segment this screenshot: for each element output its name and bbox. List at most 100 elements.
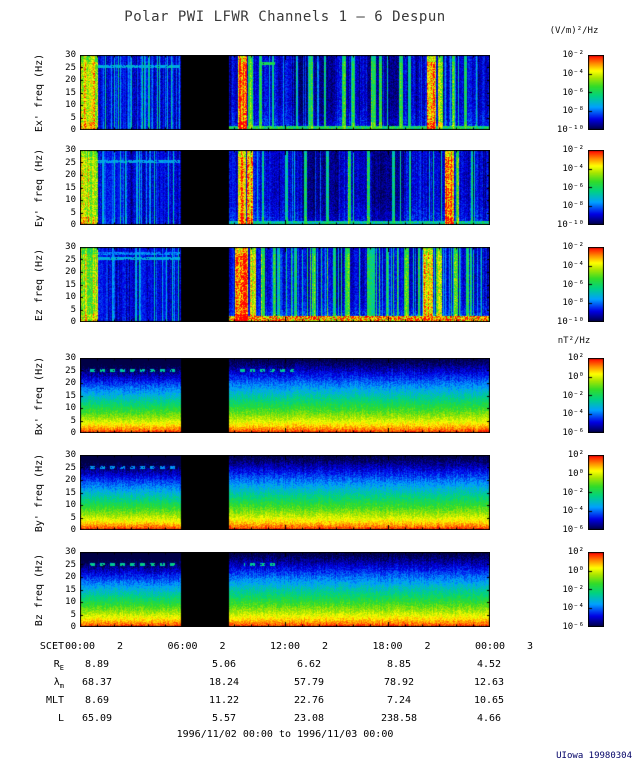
colorbar-tick-label: 10⁻²: [562, 242, 584, 252]
panel-ylabel-bz: Bz freq (Hz): [34, 553, 45, 626]
freq-tick-label: 30: [65, 50, 76, 60]
freq-tick-label: 20: [65, 170, 76, 180]
colorbar-tick-label: 10⁻⁴: [562, 163, 584, 174]
ephemeris-value: 4.52: [476, 659, 502, 670]
spectrogram-bx: [80, 358, 490, 433]
freq-tick-label: 30: [65, 242, 76, 252]
colorbar-tick-label: 10⁻²: [562, 584, 584, 595]
colorbar-tick-label: 10²: [567, 450, 584, 460]
freq-tick-label: 10: [65, 100, 76, 110]
freq-tick-label: 0: [70, 622, 76, 632]
ephemeris-label-main: R: [53, 659, 60, 670]
ephemeris-label-mlt: MLT: [26, 695, 64, 707]
spectrogram-ez: [80, 247, 490, 322]
freq-tick-label: 15: [65, 87, 76, 98]
freq-tick-label: 25: [65, 365, 76, 376]
freq-tick-label: 25: [65, 462, 76, 473]
panel-ylabel-ex: Ex' freq (Hz): [34, 53, 45, 132]
freq-tick-label: 5: [70, 112, 76, 123]
colorbar-tick-label: 10⁻²: [562, 390, 584, 401]
colorbar-tick-label: 10⁻⁴: [562, 260, 584, 271]
colorbar-tick-label: 10⁻⁴: [562, 506, 584, 517]
freq-tick-label: 20: [65, 267, 76, 277]
colorbar-tick-label: 10⁰: [567, 468, 584, 479]
ephemeris-value: 8.89: [84, 659, 110, 670]
ephemeris-value: 5.06: [211, 659, 237, 670]
freq-tick-label: 15: [65, 487, 76, 498]
panel-ylabel-ez: Ez freq (Hz): [34, 248, 45, 321]
date-range-label: 1996/11/02 00:00 to 1996/11/03 00:00: [176, 729, 394, 740]
colorbar-tick-label: 10⁻⁸: [562, 201, 584, 212]
freq-tick-label: 20: [65, 572, 76, 582]
colorbar-ez: [588, 247, 604, 322]
ephemeris-value: 78.92: [383, 677, 415, 688]
ephemeris-value: 57.79: [293, 677, 325, 688]
colorbar-bx: [588, 358, 604, 433]
ephemeris-value: 6.62: [296, 659, 322, 670]
panel-ylabel-by: By' freq (Hz): [34, 453, 45, 532]
spectrogram-ey: [80, 150, 490, 225]
freq-tick-label: 0: [70, 525, 76, 535]
colorbar-tick-label: 10⁰: [567, 565, 584, 576]
colorbar-tick-label: 10⁻⁸: [562, 106, 584, 117]
magnetic-units-label: nT²/Hz: [557, 336, 591, 346]
ephemeris-label-main: λ: [53, 677, 60, 688]
colorbar-tick-label: 10⁻¹⁰: [556, 125, 584, 135]
freq-tick-label: 0: [70, 125, 76, 135]
freq-tick-label: 25: [65, 62, 76, 73]
ephemeris-value: 10.65: [473, 695, 505, 706]
ephemeris-value: 12.63: [473, 677, 505, 688]
panel-ylabel-bx: Bx' freq (Hz): [34, 356, 45, 435]
ephemeris-value: 238.58: [380, 713, 418, 724]
freq-tick-label: 5: [70, 415, 76, 426]
freq-tick-label: 15: [65, 584, 76, 595]
freq-tick-label: 0: [70, 220, 76, 230]
colorbar-tick-label: 10⁻⁸: [562, 298, 584, 309]
ephemeris-value: 4.66: [476, 713, 502, 724]
freq-tick-label: 5: [70, 207, 76, 218]
colorbar-tick-label: 10⁻⁶: [562, 525, 584, 535]
colorbar-by: [588, 455, 604, 530]
day-number-label: 2: [321, 641, 329, 652]
colorbar-tick-label: 10⁻²: [562, 487, 584, 498]
time-tick-label: 12:00: [269, 641, 301, 652]
chart-title: Polar PWI LFWR Channels 1 — 6 Despun: [124, 9, 446, 25]
freq-tick-label: 10: [65, 500, 76, 510]
time-tick-label: 06:00: [167, 641, 198, 652]
freq-tick-label: 25: [65, 559, 76, 570]
spectrogram-by: [80, 455, 490, 530]
freq-tick-label: 5: [70, 512, 76, 523]
ephemeris-value: 23.08: [293, 713, 325, 724]
ephemeris-label-main: L: [57, 713, 64, 724]
time-tick-label: 18:00: [372, 641, 403, 652]
colorbar-tick-label: 10⁻²: [562, 50, 584, 60]
colorbar-tick-label: 10⁰: [567, 371, 584, 382]
freq-tick-label: 10: [65, 403, 76, 413]
scet-label: SCET: [39, 641, 64, 652]
freq-tick-label: 15: [65, 182, 76, 193]
colorbar-tick-label: 10⁻⁶: [562, 279, 584, 290]
colorbar-ey: [588, 150, 604, 225]
freq-tick-label: 20: [65, 475, 76, 485]
ephemeris-value: 8.85: [386, 659, 412, 670]
freq-tick-label: 5: [70, 304, 76, 315]
time-tick-label: 00:00: [64, 641, 96, 652]
spectrogram-bz: [80, 552, 490, 627]
colorbar-tick-label: 10⁻¹⁰: [556, 220, 584, 230]
freq-tick-label: 30: [65, 547, 76, 557]
colorbar-tick-label: 10⁻⁶: [562, 428, 584, 438]
ephemeris-value: 22.76: [293, 695, 325, 706]
electric-units-label: (V/m)²/Hz: [549, 26, 599, 36]
colorbar-tick-label: 10⁻⁴: [562, 603, 584, 614]
ephemeris-value: 18.24: [208, 677, 240, 688]
freq-tick-label: 30: [65, 353, 76, 363]
ephemeris-value: 7.24: [386, 695, 412, 706]
colorbar-tick-label: 10⁻⁴: [562, 409, 584, 420]
colorbar-ex: [588, 55, 604, 130]
day-number-label: 2: [424, 641, 431, 652]
ephemeris-label-l: L: [26, 713, 64, 725]
day-number-label: 2: [116, 641, 124, 652]
colorbar-bz: [588, 552, 604, 627]
freq-tick-label: 10: [65, 195, 76, 205]
